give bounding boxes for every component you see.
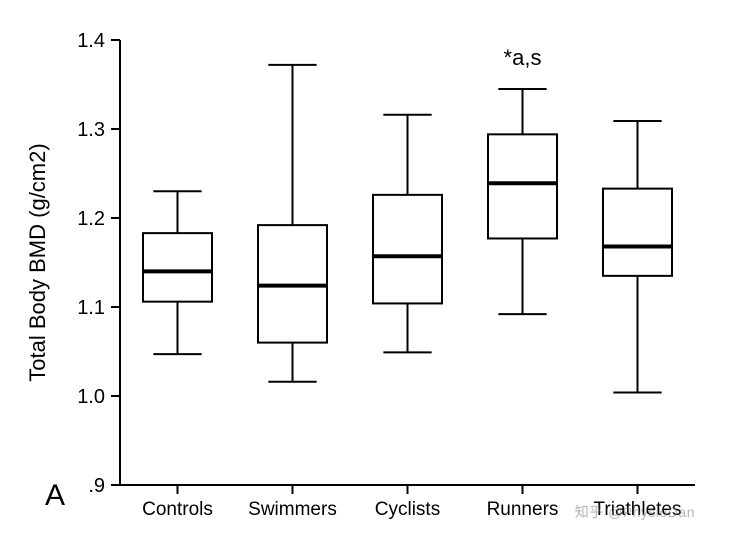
svg-text:1.0: 1.0 bbox=[77, 386, 105, 408]
svg-text:1.2: 1.2 bbox=[77, 208, 105, 230]
svg-text:Triathletes: Triathletes bbox=[594, 499, 682, 520]
svg-text:Cyclists: Cyclists bbox=[375, 499, 440, 520]
svg-text:Controls: Controls bbox=[142, 499, 213, 520]
svg-text:1.3: 1.3 bbox=[77, 119, 105, 141]
svg-text:.9: .9 bbox=[88, 475, 105, 497]
boxplot-chart: .9 1.0 1.1 1.2 1.3 1.4 Total Body BMD (g/cm2) C… bbox=[0, 0, 735, 552]
svg-text:A: A bbox=[45, 479, 65, 512]
svg-text:Swimmers: Swimmers bbox=[248, 499, 337, 520]
svg-text:Total Body BMD (g/cm2): Total Body BMD (g/cm2) bbox=[25, 143, 50, 381]
svg-text:Runners: Runners bbox=[487, 499, 559, 520]
boxplot-svg: .9 1.0 1.1 1.2 1.3 1.4 Total Body BMD (g/cm2) C… bbox=[0, 0, 735, 552]
svg-text:1.1: 1.1 bbox=[77, 297, 105, 319]
svg-text:*a,s: *a,s bbox=[504, 45, 542, 70]
svg-text:1.4: 1.4 bbox=[77, 30, 105, 52]
